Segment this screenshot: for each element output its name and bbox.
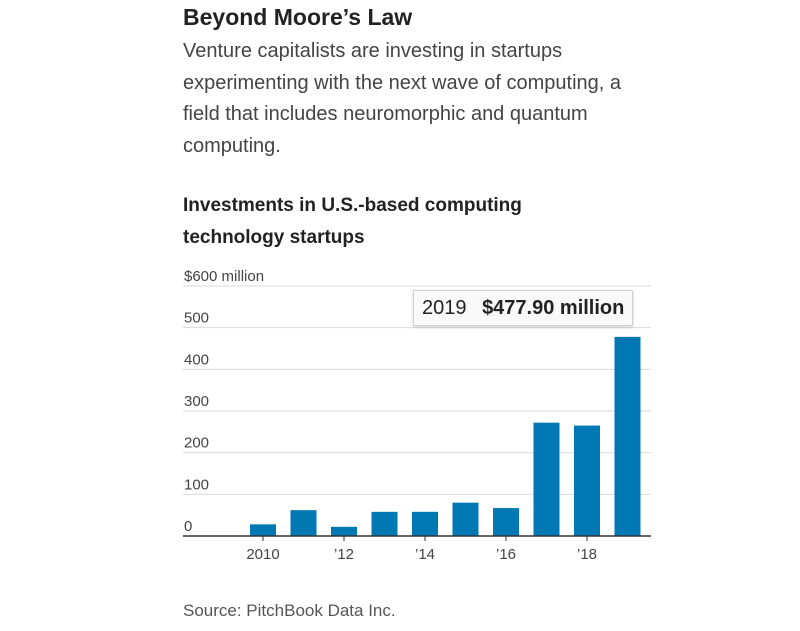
tooltip-year: 2019 — [422, 297, 467, 319]
axes: 0 100 200 300 400 500 $600 million 2010 ’12 ’14 ’1… — [183, 268, 651, 563]
x-tick-label: ’18 — [577, 546, 597, 563]
bar-2014[interactable] — [412, 511, 438, 536]
dek: Venture capitalists are investing in sta… — [183, 40, 622, 157]
bar-2016[interactable] — [493, 508, 519, 536]
x-tick-label: ’16 — [496, 546, 516, 563]
x-tick-label: 2010 — [246, 546, 279, 563]
bar-2017[interactable] — [533, 422, 560, 536]
bar-2012[interactable] — [331, 526, 357, 536]
bars — [250, 336, 641, 536]
bar-2011[interactable] — [290, 510, 317, 536]
y-tick-label: 400 — [184, 351, 209, 368]
bar-2015[interactable] — [452, 502, 479, 536]
x-tick-label: ’12 — [334, 546, 354, 563]
y-tick-label: 500 — [184, 310, 209, 327]
gridlines — [183, 285, 651, 495]
bar-2019[interactable] — [614, 336, 641, 536]
bar-2018[interactable] — [574, 425, 600, 536]
y-tick-label: 200 — [184, 435, 209, 452]
tooltip: 2019 $477.90 million — [413, 290, 634, 326]
bar-2010[interactable] — [250, 524, 276, 536]
y-tick-label: 0 — [184, 518, 192, 535]
tooltip-value: $477.90 million — [482, 297, 625, 319]
x-tick-label: ’14 — [415, 546, 435, 563]
headline: Beyond Moore’s Law — [183, 4, 413, 30]
chart-title: Investments in U.S.-based computing tech… — [183, 195, 522, 248]
y-tick-label: 100 — [184, 476, 209, 493]
source-note: Source: PitchBook Data Inc. — [183, 601, 396, 620]
y-tick-label: $600 million — [184, 268, 264, 285]
y-tick-label: 300 — [184, 393, 209, 410]
bar-2013[interactable] — [371, 511, 398, 536]
